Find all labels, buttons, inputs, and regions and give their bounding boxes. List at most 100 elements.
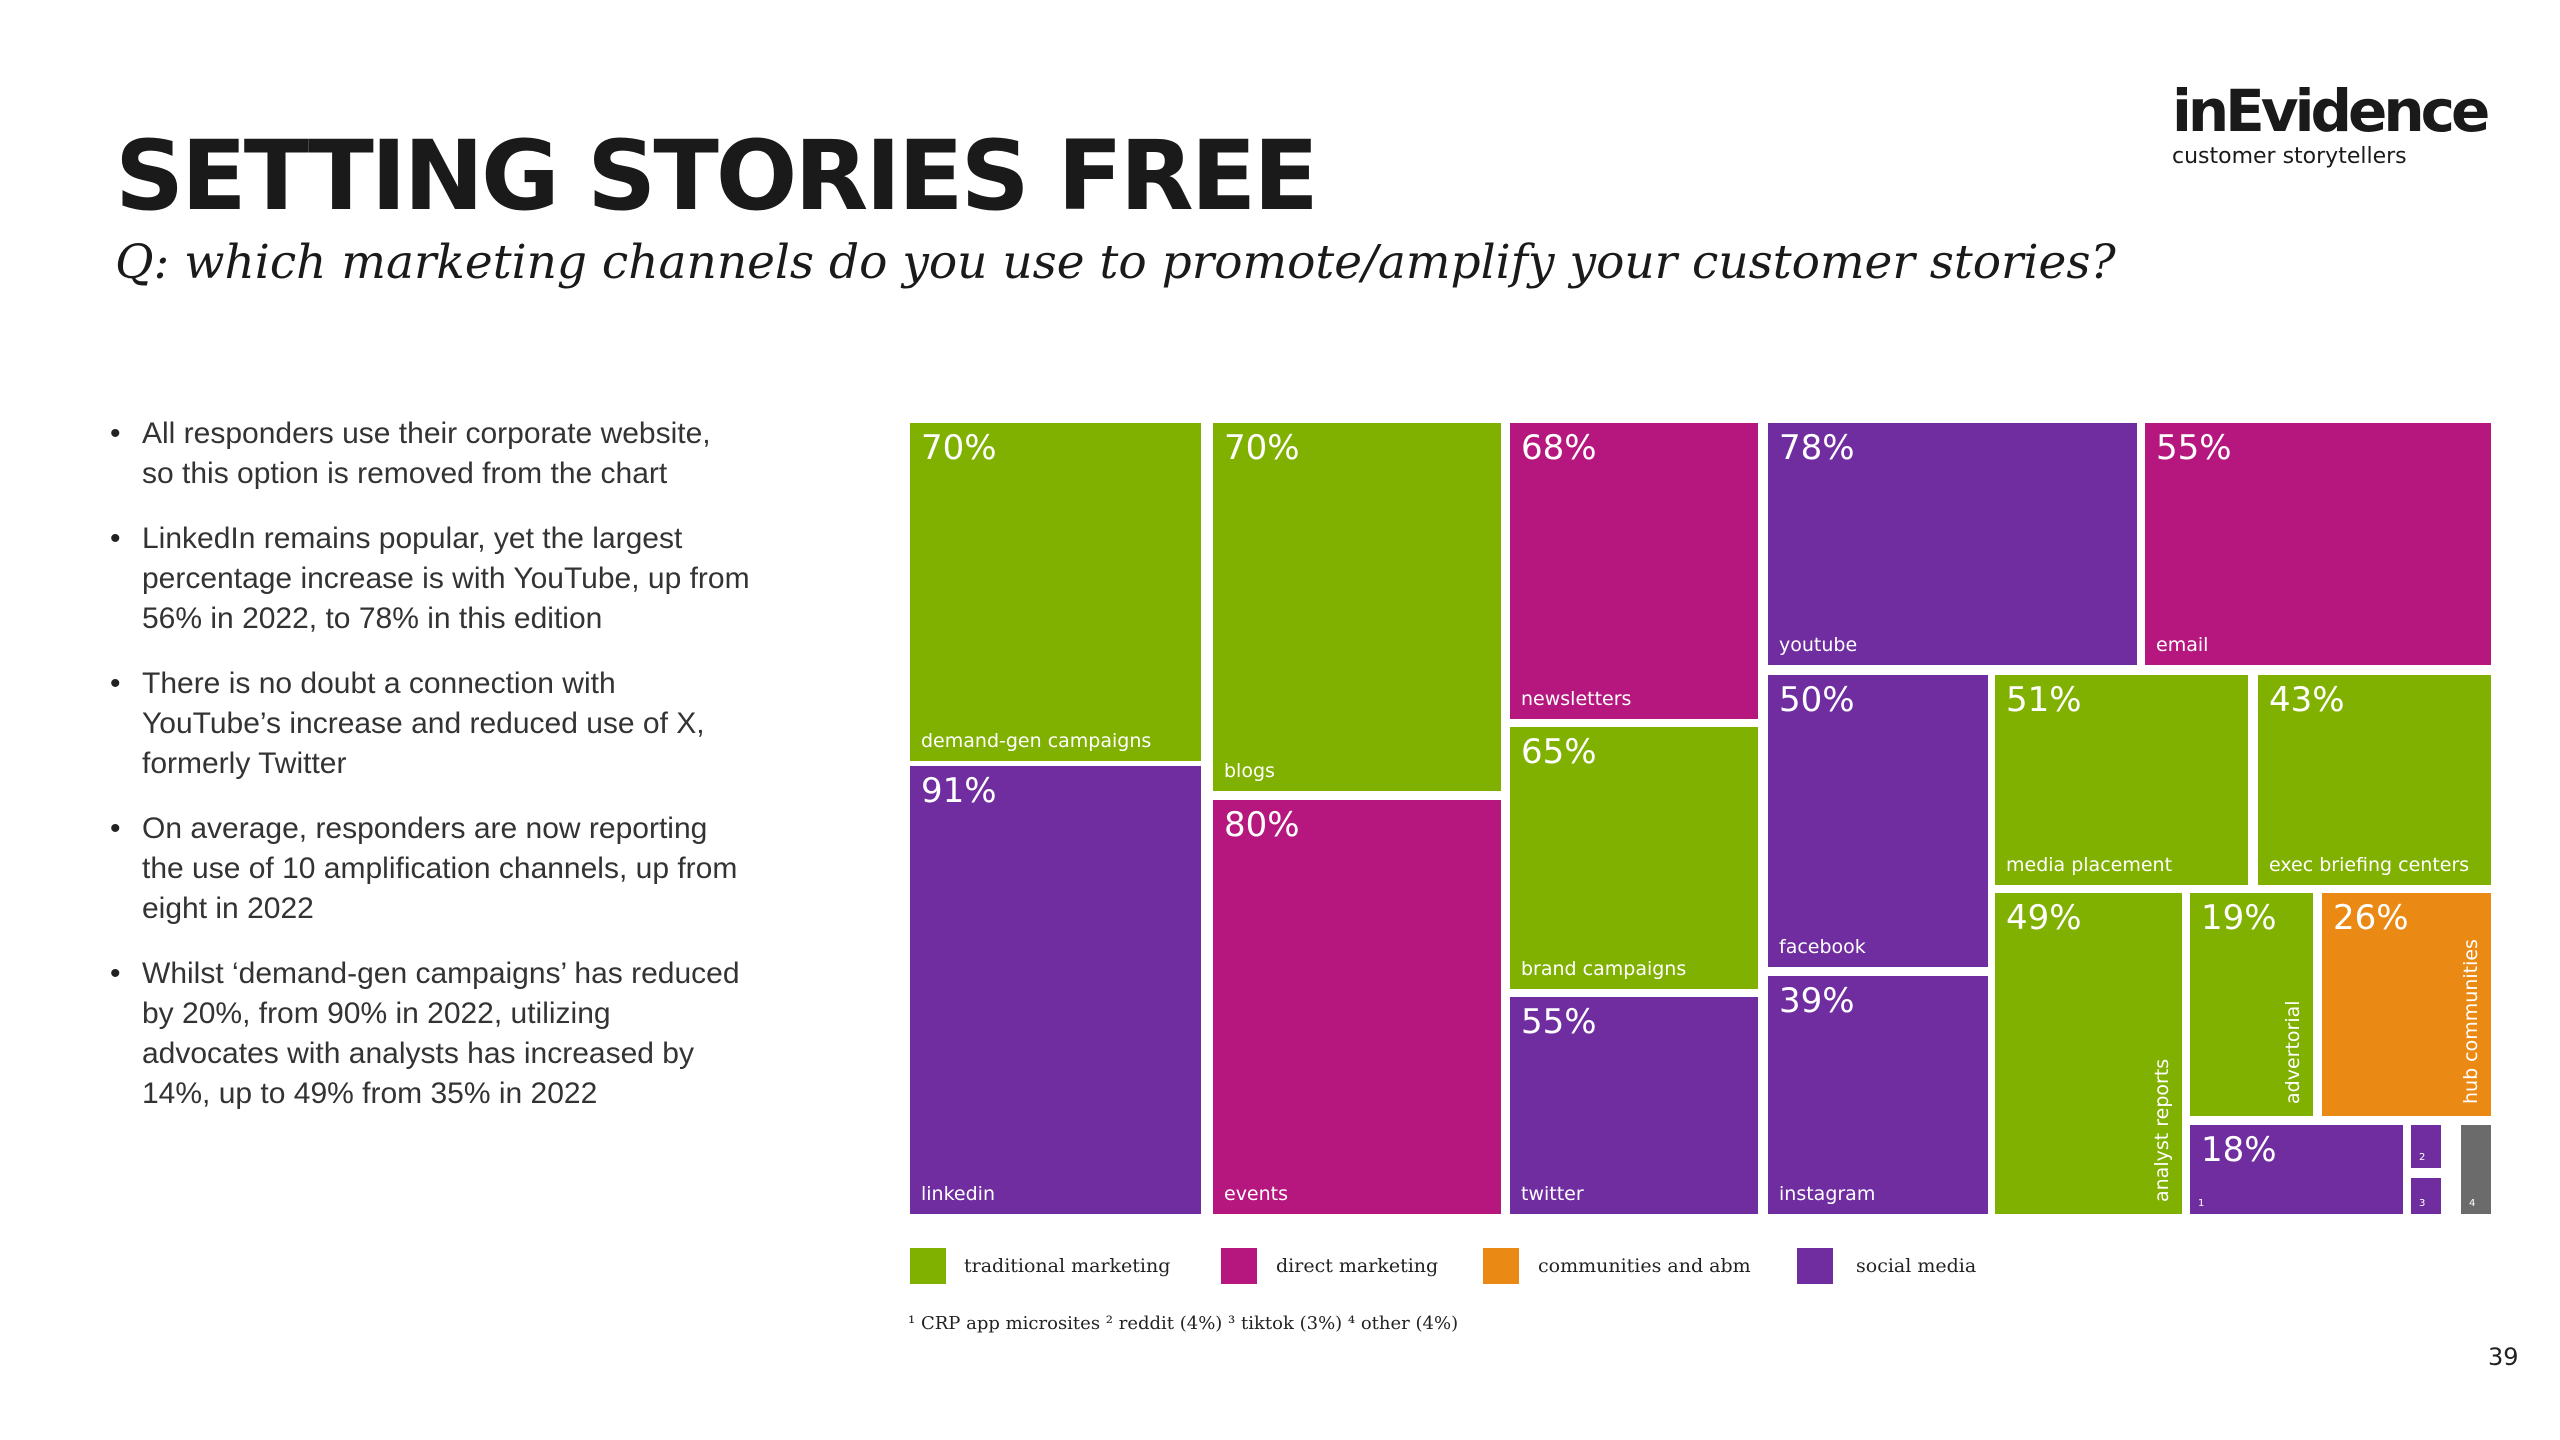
tile-footnote-1: 18% 1	[2190, 1125, 2403, 1214]
tile-label-advertorial: advertorial	[2282, 1000, 2304, 1104]
legend-label-traditional: traditional marketing	[964, 1255, 1170, 1277]
tile-label-twitter: twitter	[1521, 1183, 1584, 1205]
tile-label-instagram: instagram	[1779, 1183, 1875, 1205]
tile-rect-analyst-reports	[1995, 893, 2182, 1214]
tile-value-blogs: 70%	[1224, 428, 1300, 468]
tile-rect-linkedin	[910, 766, 1201, 1214]
tile-rect-exec-briefing-centers	[2258, 675, 2491, 885]
tile-rect-blogs	[1213, 423, 1501, 791]
tile-rect-footnote-1	[2190, 1125, 2403, 1214]
legend-label-direct: direct marketing	[1276, 1255, 1438, 1277]
bullet-list: All responders use their corporate websi…	[110, 414, 750, 1139]
tile-instagram: 39% instagram	[1768, 976, 1988, 1214]
legend-swatch-direct	[1221, 1248, 1257, 1284]
tile-value-media-placement: 51%	[2006, 680, 2082, 720]
tile-advertorial: 19% advertorial	[2190, 893, 2313, 1116]
bullet-item: LinkedIn remains popular, yet the larges…	[110, 519, 750, 639]
tile-value-footnote-1: 18%	[2201, 1130, 2277, 1170]
tile-brand-campaigns: 65% brand campaigns	[1510, 727, 1758, 989]
tile-rect-brand-campaigns	[1510, 727, 1758, 989]
tile-label-linkedin: linkedin	[921, 1183, 995, 1205]
tile-value-analyst-reports: 49%	[2006, 898, 2082, 938]
tile-label-events: events	[1224, 1183, 1288, 1205]
tile-footnote-footnote-1: 1	[2198, 1198, 2204, 1209]
tile-label-demand-gen-campaigns: demand-gen campaigns	[921, 730, 1151, 752]
tile-label-facebook: facebook	[1779, 936, 1866, 958]
tile-rect-instagram	[1768, 976, 1988, 1214]
tile-label-analyst-reports: analyst reports	[2151, 1059, 2173, 1202]
tile-footnote-footnote-2: 2	[2419, 1152, 2425, 1163]
page-number: 39	[2488, 1343, 2519, 1371]
tile-rect-facebook	[1768, 675, 1988, 967]
logo-tagline: customer storytellers	[2172, 144, 2407, 169]
tile-value-exec-briefing-centers: 43%	[2269, 680, 2345, 720]
tile-value-facebook: 50%	[1779, 680, 1855, 720]
tile-rect-footnote-3	[2411, 1178, 2441, 1214]
tile-label-media-placement: media placement	[2006, 854, 2172, 876]
tile-analyst-reports: 49% analyst reports	[1995, 893, 2182, 1214]
legend-item-direct: direct marketing	[1221, 1248, 1438, 1284]
tile-footnote-footnote-3: 3	[2419, 1198, 2425, 1209]
legend-label-communities: communities and abm	[1538, 1255, 1751, 1277]
tile-rect-youtube	[1768, 423, 2137, 665]
bullet-item: All responders use their corporate websi…	[110, 414, 750, 494]
tile-rect-newsletters	[1510, 423, 1758, 719]
tile-label-youtube: youtube	[1779, 634, 1857, 656]
tile-rect-events	[1213, 800, 1501, 1214]
tile-rect-email	[2145, 423, 2491, 665]
legend-swatch-traditional	[910, 1248, 946, 1284]
tile-value-linkedin: 91%	[921, 771, 997, 811]
tile-label-newsletters: newsletters	[1521, 688, 1631, 710]
tile-email: 55% email	[2145, 423, 2491, 665]
tile-newsletters: 68% newsletters	[1510, 423, 1758, 719]
tile-footnote-2: 2	[2411, 1125, 2441, 1168]
tile-value-email: 55%	[2156, 428, 2232, 468]
tile-youtube: 78% youtube	[1768, 423, 2137, 665]
tile-footnote-3: 3	[2411, 1178, 2441, 1214]
tile-blogs: 70% blogs	[1213, 423, 1501, 791]
tile-label-exec-briefing-centers: exec briefing centers	[2269, 854, 2469, 876]
tile-rect-footnote-4	[2461, 1125, 2491, 1214]
page-title: SETTING STORIES FREE	[115, 120, 1319, 232]
tile-exec-briefing-centers: 43% exec briefing centers	[2258, 675, 2491, 885]
bullet-item: There is no doubt a connection with YouT…	[110, 664, 750, 784]
tile-footnote-footnote-4: 4	[2469, 1198, 2475, 1209]
company-logo: inEvidence customer storytellers	[2172, 77, 2490, 169]
legend-item-communities: communities and abm	[1483, 1248, 1751, 1284]
tile-value-events: 80%	[1224, 805, 1300, 845]
tile-rect-advertorial	[2190, 893, 2313, 1116]
tile-value-hub-communities: 26%	[2333, 898, 2409, 938]
tile-value-advertorial: 19%	[2201, 898, 2277, 938]
tile-rect-media-placement	[1995, 675, 2248, 885]
page-subtitle: Q: which marketing channels do you use t…	[115, 235, 2116, 290]
tile-rect-twitter	[1510, 997, 1758, 1214]
tile-rect-hub-communities	[2322, 893, 2491, 1116]
tile-demand-gen-campaigns: 70% demand-gen campaigns	[910, 423, 1201, 761]
legend-item-traditional: traditional marketing	[910, 1248, 1170, 1284]
tile-value-newsletters: 68%	[1521, 428, 1597, 468]
logo-wordmark: inEvidence	[2172, 77, 2490, 145]
tile-events: 80% events	[1213, 800, 1501, 1214]
tile-label-email: email	[2156, 634, 2208, 656]
tile-value-brand-campaigns: 65%	[1521, 732, 1597, 772]
tile-label-hub-communities: hub communities	[2460, 939, 2482, 1104]
tile-rect-footnote-2	[2411, 1125, 2441, 1168]
tile-facebook: 50% facebook	[1768, 675, 1988, 967]
tile-footnote-4: 4	[2461, 1125, 2491, 1214]
tile-linkedin: 91% linkedin	[910, 766, 1201, 1214]
chart-footnote: ¹ CRP app microsites ² reddit (4%) ³ tik…	[908, 1313, 1459, 1334]
tile-label-blogs: blogs	[1224, 760, 1275, 782]
legend-swatch-communities	[1483, 1248, 1519, 1284]
tile-value-youtube: 78%	[1779, 428, 1855, 468]
tile-value-demand-gen-campaigns: 70%	[921, 428, 997, 468]
tile-rect-demand-gen-campaigns	[910, 423, 1201, 761]
legend-item-social: social media	[1797, 1248, 1976, 1284]
tile-hub-communities: 26% hub communities	[2322, 893, 2491, 1116]
legend-label-social: social media	[1856, 1255, 1976, 1277]
legend-swatch-social	[1797, 1248, 1833, 1284]
tile-value-twitter: 55%	[1521, 1002, 1597, 1042]
bullet-item: Whilst ‘demand-gen campaigns’ has reduce…	[110, 954, 750, 1114]
bullet-item: On average, responders are now reporting…	[110, 809, 750, 929]
tile-value-instagram: 39%	[1779, 981, 1855, 1021]
